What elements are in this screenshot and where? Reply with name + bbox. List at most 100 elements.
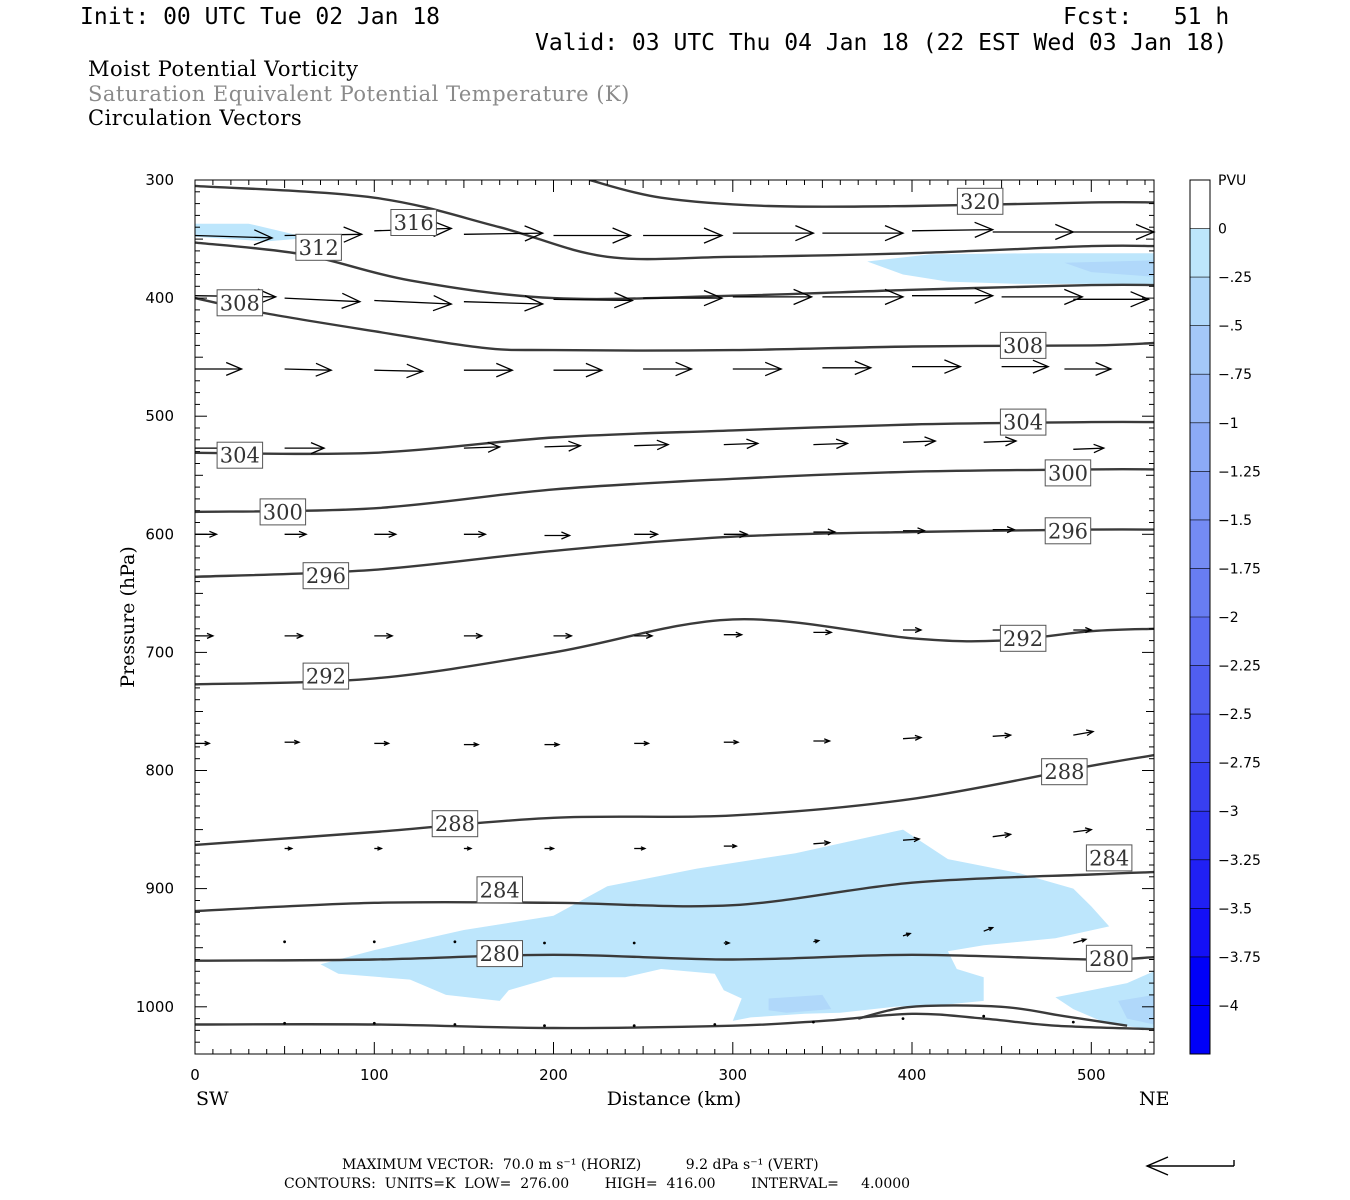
circulation-vector [1073,291,1151,308]
colorbar-segment [1190,568,1210,618]
contour-label-box [999,624,1047,652]
contour-label-box [302,562,350,590]
colorbar-tick-label: −2.75 [1218,756,1261,772]
contour-labels: 280 280 284 284 288 288 292 292 296 296 300 300 304 3… [216,187,1133,972]
contour-label-292: 292 [306,665,346,689]
colorbar-segment [1190,908,1210,958]
colorbar: 0 −.25 −.5 −.75 −1 −1.25 −1.5 −1.75 −2 −2.25 −2.5 −… [1189,179,1261,1055]
colorbar-tick-label: −.5 [1218,319,1243,335]
x-tick-label: 100 [360,1066,389,1084]
contour-label-288: 288 [1044,760,1084,784]
circulation-vector [634,846,647,851]
field-title-vectors: Circulation Vectors [88,106,303,130]
contour-label-box [302,662,350,690]
colorbar-segment [1190,762,1210,812]
circulation-vector [813,939,821,944]
circulation-vector [543,941,546,945]
circulation-vector [903,626,923,634]
theta-es-contour-sfc-12 [857,1004,1128,1027]
x-tick-labels: 0 100 200 300 400 500 [190,1066,1105,1084]
init-time: Init: 00 UTC Tue 02 Jan 18 [80,4,441,30]
circulation-vector [1001,288,1084,306]
x-tick-label: 400 [898,1066,927,1084]
x-tick-label: 0 [190,1066,200,1084]
circulation-vector-layer [194,220,1156,1028]
contour-label-300: 300 [1048,461,1088,485]
y-tick-label: 700 [145,643,174,661]
contour-label-box [956,187,1004,215]
y-tick-labels: 300 400 500 600 700 800 900 1000 [136,171,174,1016]
circulation-vector [284,530,308,538]
circulation-vector [544,846,556,851]
theta-es-contour-284-1 [195,870,1154,913]
circulation-vector [732,225,816,242]
circulation-vector [632,941,636,945]
colorbar-tick-label: −3.5 [1218,901,1252,917]
theta-es-contour-304-6 [195,420,1154,456]
circulation-vector [723,438,760,450]
contour-label-box [1085,944,1133,972]
circulation-vector [813,438,850,450]
contour-label-box [431,810,479,838]
circulation-vector [813,528,837,536]
circulation-vector [1064,361,1113,377]
axis-ticks [194,179,1154,1055]
contour-label-284: 284 [480,878,520,902]
contour-label-316: 316 [394,211,434,235]
colorbar-units: PVU [1218,173,1246,189]
plot-frame [194,179,1155,1055]
circulation-vector [634,632,654,639]
colorbar-segment [1190,374,1210,424]
circulation-vector [544,531,572,540]
contour-label-box [295,233,342,261]
circulation-vector [1073,443,1106,454]
circulation-vector [992,732,1013,739]
colorbar-segment [1190,811,1210,861]
y-tick-label: 1000 [136,998,174,1016]
circulation-vector [374,632,394,639]
colorbar-tick-label: −2.25 [1218,659,1261,675]
mpv-region-2 [1064,260,1154,277]
circulation-vector [902,836,921,843]
contour-label-308: 308 [220,291,260,315]
y-tick-label: 400 [145,289,174,307]
y-tick-label: 500 [145,407,174,425]
circulation-vector [284,362,333,377]
contour-label-312: 312 [299,236,339,260]
x-end-label-right: NE [1139,1088,1170,1110]
circulation-vector [195,632,215,639]
circulation-vector [632,1024,636,1028]
circulation-vector [374,530,398,538]
circulation-vector [463,742,480,748]
circulation-vector [1073,827,1093,834]
reference-vector-head [1145,1156,1169,1176]
circulation-vector [902,734,923,741]
y-tick-label: 800 [145,762,174,780]
circulation-vector [372,940,376,944]
contour-label-292: 292 [1003,627,1043,651]
mpv-fill-layer [195,223,1154,1030]
circulation-vector [911,221,995,238]
circulation-vector [643,361,694,377]
circulation-vector [1071,1020,1075,1024]
contour-label-280: 280 [480,942,520,966]
x-end-label-left: SW [196,1088,229,1110]
circulation-vector [463,846,473,851]
circulation-vector [822,288,905,306]
circulation-vector [822,360,873,376]
circulation-vector [723,940,731,946]
y-tick-label: 900 [145,880,174,898]
reference-vector [1145,1156,1235,1176]
circulation-vector [992,526,1016,534]
contour-label-box [259,498,307,526]
mpv-region-1 [867,253,1154,286]
x-axis-title: Distance (km) [607,1088,742,1110]
circulation-vector [634,740,651,746]
circulation-vector [374,740,391,746]
x-tick-label: 200 [539,1066,568,1084]
max-vector-info: MAXIMUM VECTOR: 70.0 m s⁻¹ (HORIZ) 9.2 d… [342,1157,819,1173]
valid-time: Valid: 03 UTC Thu 04 Jan 18 (22 EST Wed … [535,30,1228,56]
circulation-vector [723,739,740,745]
colorbar-segment [1190,519,1210,570]
circulation-vector [813,738,832,744]
